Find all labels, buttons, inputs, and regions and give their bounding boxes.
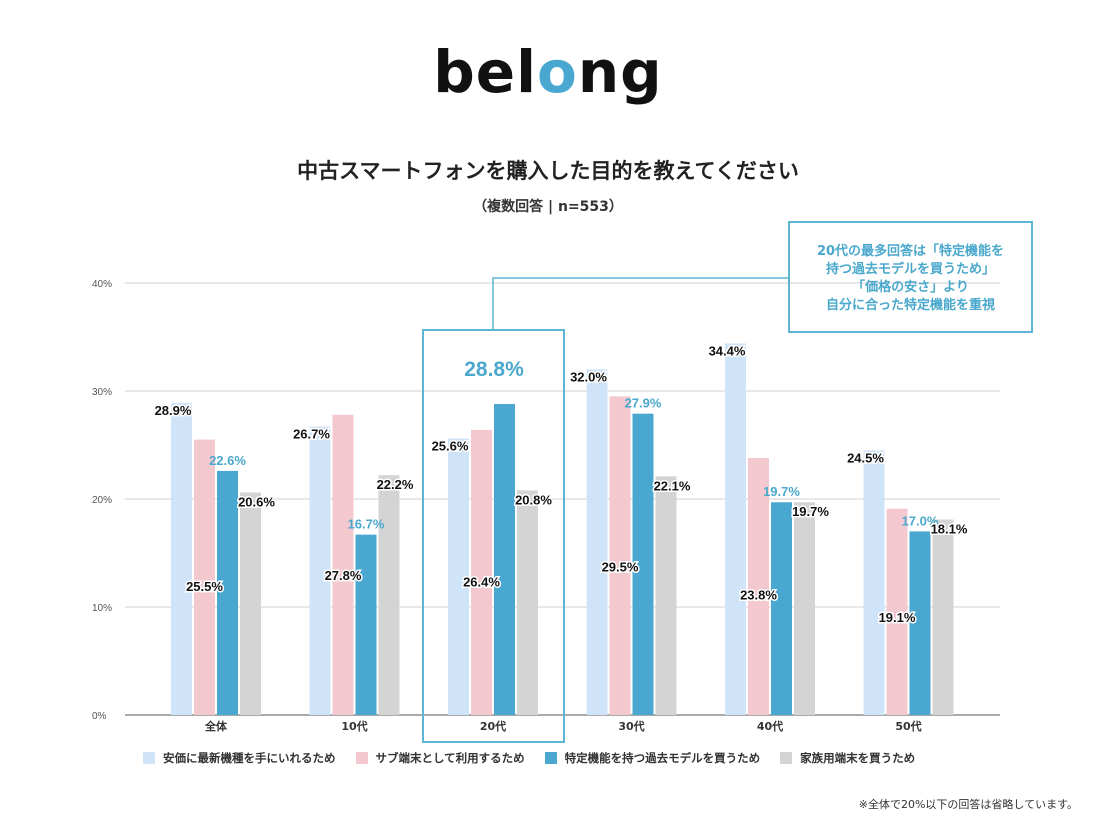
x-tick-label: 全体 [204, 719, 228, 733]
annotation-line: 「価格の安さ」より [852, 280, 969, 295]
data-label: 28.8% [464, 358, 524, 381]
data-label: 29.5% [602, 560, 639, 575]
annotation-connector [492, 277, 788, 330]
legend-label: サブ端末として利用するため [375, 751, 525, 765]
x-tick-label: 30代 [618, 719, 644, 733]
annotation-line: 20代の最多回答は「特定機能を [816, 244, 1005, 259]
legend-label: 特定機能を持つ過去モデルを買うため [564, 751, 761, 765]
data-label: 24.5% [847, 450, 884, 465]
legend-label: 家族用端末を買うため [800, 751, 916, 765]
data-label: 16.7% [348, 517, 385, 532]
data-label: 20.6% [238, 495, 275, 510]
data-label: 25.5% [186, 579, 223, 594]
data-label: 22.2% [377, 477, 414, 492]
bar [863, 450, 885, 715]
bar [448, 438, 469, 715]
bar [517, 490, 538, 715]
data-label: 28.9% [155, 403, 192, 418]
x-tick-label: 40代 [757, 719, 783, 733]
y-tick-label: 10% [92, 603, 112, 614]
data-label: 22.1% [654, 478, 691, 493]
data-label: 27.9% [625, 396, 662, 411]
data-label: 17.0% [902, 513, 939, 528]
bar [771, 502, 792, 715]
legend-item: サブ端末として利用するため [355, 750, 525, 766]
bar [725, 343, 746, 715]
data-label: 32.0% [570, 369, 607, 384]
bar [909, 531, 931, 715]
data-label: 20.8% [515, 492, 552, 507]
legend-label: 安価に最新機種を手にいれるため [163, 751, 336, 765]
bar [332, 414, 354, 715]
bar [494, 403, 515, 715]
x-tick-label: 10代 [341, 719, 367, 733]
data-label: 19.7% [792, 504, 829, 519]
bar [471, 429, 492, 715]
legend-item: 特定機能を持つ過去モデルを買うため [544, 750, 761, 766]
bar [886, 508, 908, 715]
data-label: 26.4% [463, 575, 500, 590]
legend-swatch [544, 752, 557, 764]
bar [632, 413, 654, 715]
bar [586, 369, 608, 715]
legend: 安価に最新機種を手にいれるため サブ端末として利用するため 特定機能を持つ過去モ… [143, 750, 915, 766]
data-label: 22.6% [209, 453, 246, 468]
chart-title: 中古スマートフォンを購入した目的を教えてください [297, 159, 799, 183]
bar [748, 457, 769, 715]
x-tick-label: 50代 [895, 719, 921, 733]
x-tick-label: 20代 [480, 719, 506, 733]
legend-item: 安価に最新機種を手にいれるため [143, 750, 336, 766]
bar [355, 534, 377, 715]
annotation-box: 20代の最多回答は「特定機能を 持つ過去モデルを買うため」 「価格の安さ」より … [788, 221, 1033, 333]
bar [194, 439, 215, 715]
bar [932, 519, 954, 715]
bar [378, 475, 400, 715]
data-label: 19.7% [763, 484, 800, 499]
chart-subtitle: （複数回答 | n=553） [473, 199, 623, 215]
data-label: 18.1% [931, 522, 968, 537]
bar [655, 476, 677, 715]
annotation-line: 持つ過去モデルを買うため」 [825, 262, 995, 277]
data-label: 27.8% [325, 568, 362, 583]
bar [309, 426, 331, 715]
bar [609, 396, 631, 715]
legend-swatch [143, 752, 155, 764]
bar [240, 492, 261, 715]
bar [217, 470, 238, 715]
belong-logo: belong [433, 38, 663, 106]
footnote: ※全体で20%以下の回答は省略しています。 [858, 798, 1078, 811]
data-label: 34.4% [709, 343, 746, 358]
data-label: 23.8% [740, 587, 777, 602]
legend-item: 家族用端末を買うため [780, 750, 915, 766]
bar [794, 502, 815, 715]
legend-swatch [355, 752, 368, 764]
data-label: 19.1% [879, 610, 916, 625]
data-label: 26.7% [293, 427, 330, 442]
annotation-line: 自分に合った特定機能を重視 [825, 298, 995, 313]
data-label: 25.6% [432, 439, 469, 454]
highlight-box [422, 329, 565, 743]
y-tick-label: 30% [92, 387, 112, 398]
legend-swatch [780, 752, 793, 764]
bar [171, 402, 192, 715]
y-tick-label: 20% [92, 495, 112, 506]
y-tick-label: 40% [92, 279, 112, 290]
y-tick-label: 0% [92, 711, 107, 722]
